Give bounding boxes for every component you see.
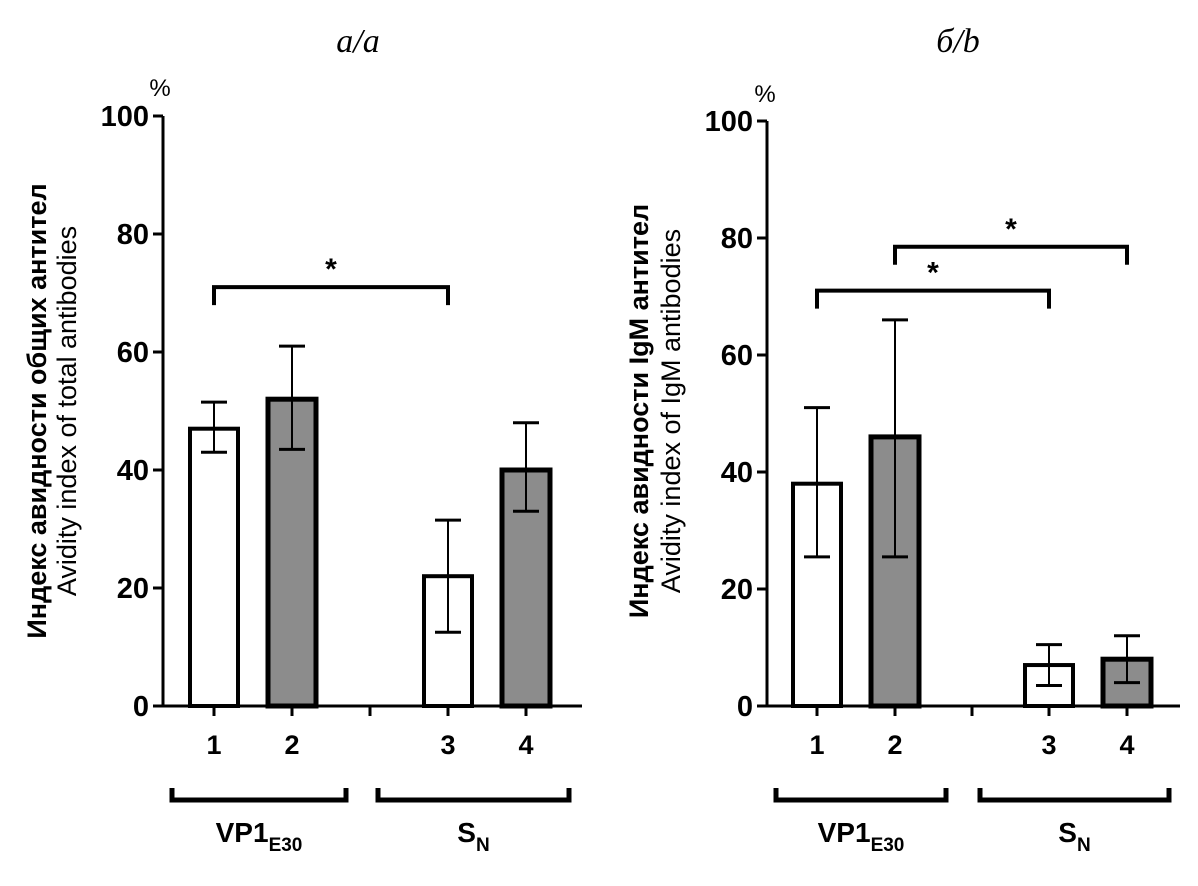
group-label: SN [457,817,489,856]
axes: 0 20 40 60 80 100 1 2 3 4 [705,106,1180,760]
x-tick-label: 1 [809,730,824,760]
group-label: VP1E30 [216,817,303,856]
group-label-main: VP1 [216,817,269,848]
x-tick-label: 2 [887,730,902,760]
y-tick-label: 80 [117,219,149,251]
panel-title: а/a [336,23,379,60]
group-label-subscript: E30 [269,835,303,856]
bar-1 [188,426,240,708]
x-tick-label: 4 [1119,730,1134,760]
y-tick-label: 60 [721,340,753,372]
y-axis-label-ru: Индекс авидности общих антител [22,183,52,638]
unit-label: % [149,75,170,102]
group-label-main: S [457,817,476,848]
group-bracket [773,788,949,803]
y-tick-label: 60 [117,337,149,369]
group-bracket [977,788,1172,803]
y-tick-label: 0 [133,691,149,723]
group-brackets: VP1E30 SN [169,788,572,856]
group-bracket [375,788,572,803]
panel-title: б/b [936,23,980,60]
y-axis-label-ru: Индекс авидности IgM антител [624,204,654,618]
bars [188,344,553,709]
significance-brackets: ** [815,213,1129,309]
x-tick-label: 4 [518,730,533,760]
significance-brackets: * [212,253,450,306]
x-tick-label: 1 [206,730,221,760]
group-brackets: VP1E30 SN [773,788,1172,856]
significance-star: * [325,253,337,286]
y-tick-label: 0 [737,691,753,723]
y-tick-label: 40 [721,457,753,489]
y-tick-label: 20 [721,574,753,606]
group-label-main: VP1 [818,817,871,848]
significance-bracket [815,288,1051,309]
y-tick-label: 100 [705,106,753,138]
unit-label: % [754,81,775,108]
group-label-subscript: N [476,835,490,856]
bars [791,318,1154,709]
group-label-subscript: N [1077,835,1091,856]
group-bracket [169,788,349,803]
significance-bracket [893,244,1129,265]
panel-a: а/a % Индекс авидности общих антител Avi… [22,23,582,856]
group-label-main: S [1058,817,1077,848]
group-label: VP1E30 [818,817,905,856]
bar-4 [499,467,553,709]
y-tick-label: 20 [117,573,149,605]
panel-b: б/b % Индекс авидности IgM антител Avidi… [624,23,1180,856]
x-tick-label: 3 [440,730,455,760]
x-tick-label: 3 [1041,730,1056,760]
group-label: SN [1058,817,1090,856]
y-axis-label-en: Avidity index of IgM antibodies [656,229,686,593]
y-tick-label: 80 [721,223,753,255]
significance-star: * [927,257,939,290]
x-tick-label: 2 [284,730,299,760]
y-tick-label: 100 [101,101,149,133]
significance-star: * [1005,213,1017,246]
y-tick-label: 40 [117,455,149,487]
group-label-subscript: E30 [871,835,905,856]
significance-bracket [212,285,450,306]
y-axis-label-en: Avidity index of total antibodies [52,226,82,596]
